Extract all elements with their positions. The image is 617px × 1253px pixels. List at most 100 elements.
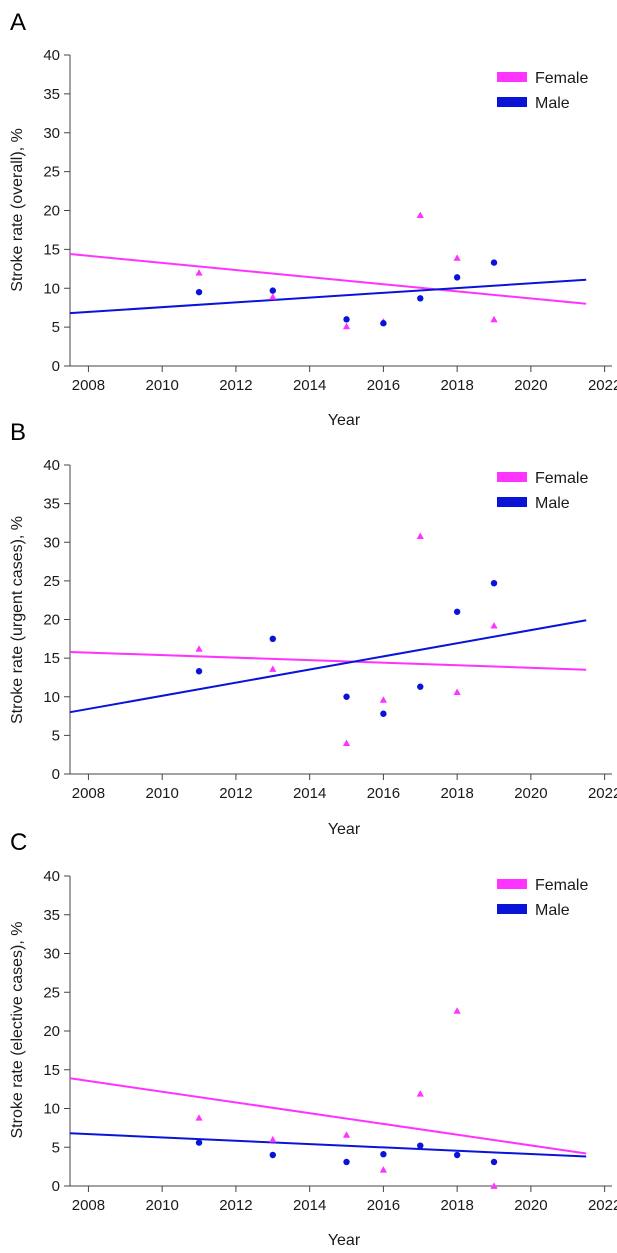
trend-line-female: [69, 1077, 587, 1155]
point-male: [380, 1151, 387, 1158]
x-tick-label: 2022: [588, 377, 617, 394]
point-female: [490, 1182, 498, 1189]
y-tick-label: 25: [43, 984, 60, 1001]
y-axis-title: Stroke rate (urgent cases), %: [9, 516, 26, 724]
point-male: [195, 1139, 203, 1146]
y-axis-title: Stroke rate (overall), %: [9, 128, 26, 292]
y-tick-label: 10: [43, 689, 60, 706]
legend: Female Male: [497, 70, 588, 112]
panel-a: A Stroke rate (overall), % Year Female M…: [9, 9, 617, 429]
point-female: [342, 322, 351, 330]
point-female: [453, 254, 461, 261]
x-tick-label: 2012: [219, 377, 252, 394]
x-tick-label: 2014: [293, 1197, 326, 1214]
x-axis-title: Year: [328, 1232, 361, 1249]
y-tick-label: 5: [52, 1139, 60, 1156]
legend-swatch-male: [497, 904, 527, 914]
point-male: [417, 1142, 424, 1149]
point-male: [195, 288, 203, 296]
legend-swatch-female: [497, 472, 527, 482]
y-tick-label: 35: [43, 496, 60, 513]
trend-line-female: [69, 253, 587, 305]
point-male: [380, 710, 387, 717]
x-tick-label: 2020: [514, 377, 547, 394]
x-tick-label: 2020: [514, 785, 547, 802]
x-tick-label: 2014: [293, 377, 326, 394]
point-female: [342, 1131, 351, 1138]
point-male: [269, 287, 276, 294]
panel-c: C Stroke rate (elective cases), % Year F…: [9, 829, 617, 1249]
y-tick-label: 0: [52, 766, 60, 783]
point-female: [379, 1166, 388, 1173]
x-tick-label: 2016: [367, 377, 400, 394]
x-tick-label: 2008: [72, 377, 105, 394]
point-female: [195, 1114, 203, 1121]
x-tick-label: 2014: [293, 785, 326, 802]
point-male: [490, 1158, 498, 1166]
y-tick-label: 35: [43, 86, 60, 103]
x-tick-label: 2022: [588, 785, 617, 802]
legend-label-female: Female: [535, 470, 588, 487]
y-tick-label: 30: [43, 125, 60, 142]
y-tick-label: 20: [43, 203, 60, 220]
point-male: [343, 316, 350, 323]
trend-line-female: [69, 650, 587, 671]
point-male: [453, 1151, 461, 1159]
legend-label-male: Male: [535, 495, 570, 512]
y-tick-label: 15: [43, 241, 60, 258]
y-tick-label: 25: [43, 164, 60, 181]
panel-letter: C: [10, 829, 27, 856]
y-axis-title: Stroke rate (elective cases), %: [9, 922, 26, 1139]
x-axis-title: Year: [328, 412, 361, 429]
x-axis-title: Year: [328, 821, 361, 838]
y-tick-label: 40: [43, 47, 60, 64]
x-tick-label: 2008: [72, 785, 105, 802]
x-tick-label: 2018: [440, 1197, 473, 1214]
legend-swatch-male: [497, 497, 527, 507]
legend-label-male: Male: [535, 95, 570, 112]
y-tick-label: 15: [43, 650, 60, 667]
legend: Female Male: [497, 877, 588, 919]
x-tick-label: 2018: [440, 785, 473, 802]
x-tick-label: 2010: [145, 785, 178, 802]
y-tick-label: 10: [43, 1101, 60, 1118]
point-male: [269, 1151, 276, 1159]
point-male: [417, 683, 424, 690]
legend-label-male: Male: [535, 902, 570, 919]
y-tick-label: 35: [43, 907, 60, 924]
point-male: [269, 635, 276, 643]
y-tick-label: 10: [43, 280, 60, 297]
point-male: [343, 1158, 350, 1166]
legend-swatch-female: [497, 72, 527, 82]
x-tick-label: 2012: [219, 1197, 252, 1214]
point-female: [416, 1090, 424, 1097]
trend-line-male: [69, 1132, 587, 1158]
point-female: [195, 645, 203, 652]
legend-label-female: Female: [535, 877, 588, 894]
point-female: [379, 696, 388, 703]
legend-swatch-female: [497, 879, 527, 889]
y-tick-label: 30: [43, 534, 60, 551]
panel-letter: A: [10, 9, 26, 36]
point-female: [269, 293, 277, 300]
x-tick-label: 2010: [145, 1197, 178, 1214]
trend-line-male: [69, 619, 587, 714]
point-male: [453, 608, 461, 615]
y-tick-label: 30: [43, 946, 60, 963]
point-female: [490, 622, 498, 629]
y-tick-label: 15: [43, 1062, 60, 1079]
point-male: [343, 693, 350, 700]
point-female: [453, 1007, 461, 1014]
legend-label-female: Female: [535, 70, 588, 87]
x-tick-label: 2022: [588, 1197, 617, 1214]
point-male: [453, 274, 461, 281]
point-female: [195, 269, 203, 276]
point-female: [342, 739, 351, 746]
trend-line-male: [69, 278, 587, 315]
point-male: [417, 295, 424, 302]
point-female: [453, 688, 461, 695]
y-tick-label: 40: [43, 457, 60, 474]
point-male: [490, 259, 498, 266]
y-tick-label: 5: [52, 727, 60, 744]
